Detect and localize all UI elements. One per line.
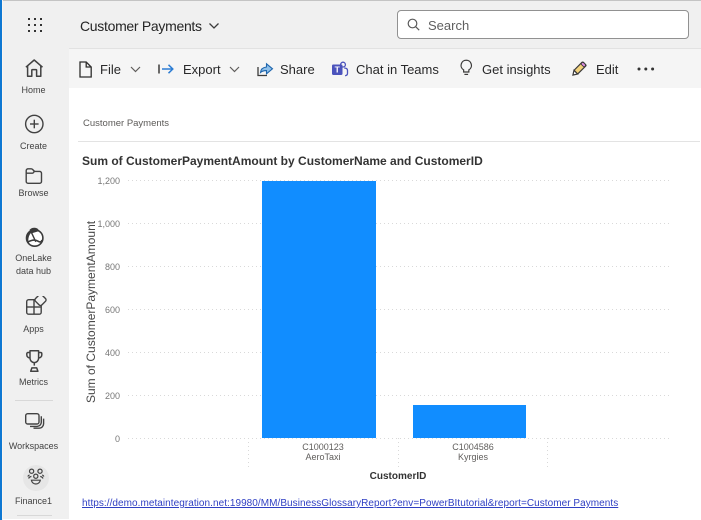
svg-text:T: T bbox=[335, 65, 341, 75]
